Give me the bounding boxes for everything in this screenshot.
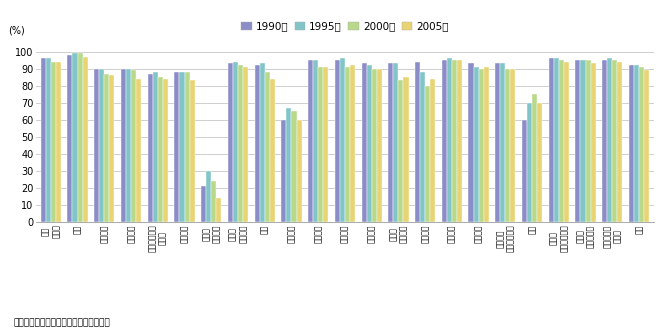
- Bar: [260, 64, 265, 222]
- Bar: [281, 119, 286, 222]
- Bar: [68, 55, 72, 222]
- Bar: [559, 60, 564, 222]
- Bar: [585, 60, 591, 222]
- Bar: [148, 74, 152, 222]
- Bar: [243, 67, 248, 222]
- Bar: [72, 53, 78, 222]
- Bar: [484, 67, 489, 222]
- Bar: [318, 67, 323, 222]
- Bar: [109, 75, 114, 222]
- Bar: [602, 60, 607, 222]
- Bar: [152, 72, 158, 222]
- Bar: [452, 60, 457, 222]
- Bar: [425, 86, 430, 222]
- Bar: [41, 58, 46, 222]
- Bar: [179, 72, 185, 222]
- Bar: [394, 64, 398, 222]
- Bar: [340, 58, 345, 222]
- Bar: [388, 64, 394, 222]
- Bar: [265, 72, 270, 222]
- Bar: [591, 64, 596, 222]
- Bar: [216, 198, 221, 222]
- Bar: [372, 69, 376, 222]
- Bar: [190, 80, 194, 222]
- Bar: [78, 53, 83, 222]
- Bar: [350, 65, 355, 222]
- Bar: [403, 77, 409, 222]
- Bar: [634, 65, 639, 222]
- Bar: [228, 64, 233, 222]
- Bar: [270, 79, 275, 222]
- Bar: [376, 69, 382, 222]
- Bar: [457, 60, 462, 222]
- Bar: [537, 103, 542, 222]
- Bar: [612, 60, 618, 222]
- Bar: [56, 62, 61, 222]
- Bar: [308, 60, 313, 222]
- Bar: [254, 65, 260, 222]
- Bar: [564, 62, 569, 222]
- Bar: [629, 65, 634, 222]
- Bar: [121, 69, 126, 222]
- Bar: [420, 72, 425, 222]
- Bar: [313, 60, 318, 222]
- Bar: [618, 62, 622, 222]
- Text: (%): (%): [9, 26, 25, 36]
- Bar: [345, 67, 350, 222]
- Bar: [447, 58, 452, 222]
- Bar: [94, 69, 99, 222]
- Bar: [131, 70, 136, 222]
- Legend: 1990年, 1995年, 2000年, 2005年: 1990年, 1995年, 2000年, 2005年: [241, 22, 449, 31]
- Bar: [495, 64, 500, 222]
- Bar: [442, 60, 447, 222]
- Bar: [238, 65, 243, 222]
- Bar: [500, 64, 505, 222]
- Bar: [639, 67, 644, 222]
- Bar: [430, 79, 436, 222]
- Bar: [361, 64, 367, 222]
- Bar: [201, 186, 206, 222]
- Bar: [549, 58, 554, 222]
- Text: 資料：総務省『産業連関表』から作成。: 資料：総務省『産業連関表』から作成。: [13, 319, 110, 328]
- Bar: [46, 58, 51, 222]
- Bar: [174, 72, 179, 222]
- Bar: [99, 69, 104, 222]
- Bar: [468, 64, 474, 222]
- Bar: [206, 171, 212, 222]
- Bar: [212, 181, 216, 222]
- Bar: [335, 60, 340, 222]
- Bar: [286, 108, 292, 222]
- Bar: [83, 57, 88, 222]
- Bar: [51, 62, 56, 222]
- Bar: [323, 67, 328, 222]
- Bar: [505, 69, 510, 222]
- Bar: [415, 62, 420, 222]
- Bar: [644, 70, 649, 222]
- Bar: [233, 62, 238, 222]
- Bar: [185, 72, 190, 222]
- Bar: [607, 58, 612, 222]
- Bar: [474, 67, 478, 222]
- Bar: [126, 69, 131, 222]
- Bar: [522, 119, 527, 222]
- Bar: [158, 77, 163, 222]
- Bar: [532, 94, 537, 222]
- Bar: [510, 69, 516, 222]
- Bar: [163, 79, 168, 222]
- Bar: [576, 60, 581, 222]
- Bar: [478, 69, 484, 222]
- Bar: [296, 119, 302, 222]
- Bar: [136, 79, 141, 222]
- Bar: [292, 111, 296, 222]
- Bar: [527, 103, 532, 222]
- Bar: [554, 58, 559, 222]
- Bar: [581, 60, 585, 222]
- Bar: [398, 80, 403, 222]
- Bar: [104, 74, 109, 222]
- Bar: [367, 65, 372, 222]
